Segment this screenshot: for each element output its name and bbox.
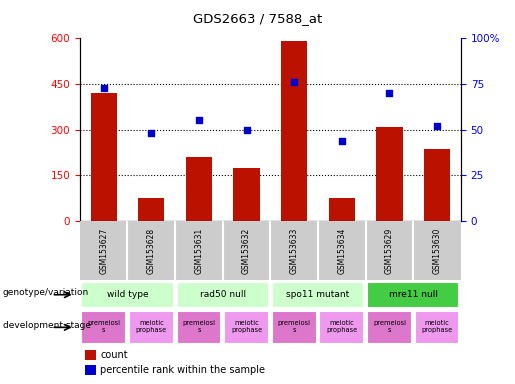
Point <box>147 130 156 136</box>
Text: percentile rank within the sample: percentile rank within the sample <box>100 366 265 376</box>
Bar <box>186 157 212 221</box>
Text: rad50 null: rad50 null <box>200 290 246 299</box>
Bar <box>367 311 412 344</box>
Bar <box>272 311 317 344</box>
Text: GSM153630: GSM153630 <box>433 227 441 274</box>
Text: meiotic
prophase: meiotic prophase <box>326 320 357 333</box>
Bar <box>376 127 403 221</box>
Bar <box>224 311 269 344</box>
Text: premeiosi
s: premeiosi s <box>182 320 215 333</box>
Text: GSM153627: GSM153627 <box>99 227 108 274</box>
Bar <box>91 93 117 221</box>
Text: GDS2663 / 7588_at: GDS2663 / 7588_at <box>193 12 322 25</box>
Text: GSM153632: GSM153632 <box>242 227 251 274</box>
Text: GSM153634: GSM153634 <box>337 227 346 274</box>
Text: genotype/variation: genotype/variation <box>3 288 89 297</box>
Point <box>290 79 298 85</box>
Text: GSM153629: GSM153629 <box>385 227 394 274</box>
Text: premeiosi
s: premeiosi s <box>278 320 311 333</box>
Bar <box>233 167 260 221</box>
Point <box>99 84 108 91</box>
Text: GSM153628: GSM153628 <box>147 227 156 274</box>
Text: premeiosi
s: premeiosi s <box>87 320 120 333</box>
Bar <box>272 282 364 308</box>
Bar <box>129 311 174 344</box>
Text: GSM153631: GSM153631 <box>195 227 203 274</box>
Point <box>195 118 203 124</box>
Point <box>385 90 393 96</box>
Text: meiotic
prophase: meiotic prophase <box>231 320 262 333</box>
Bar <box>177 311 221 344</box>
Bar <box>81 282 174 308</box>
Bar <box>138 198 164 221</box>
Bar <box>367 282 459 308</box>
Point <box>338 137 346 144</box>
Bar <box>177 282 269 308</box>
Bar <box>281 41 307 221</box>
Text: premeiosi
s: premeiosi s <box>373 320 406 333</box>
Text: GSM153633: GSM153633 <box>290 227 299 274</box>
Text: count: count <box>100 350 128 360</box>
Text: wild type: wild type <box>107 290 148 299</box>
Bar <box>81 311 126 344</box>
Bar <box>329 198 355 221</box>
Text: meiotic
prophase: meiotic prophase <box>421 320 453 333</box>
Point <box>243 126 251 132</box>
Bar <box>415 311 459 344</box>
Bar <box>424 149 450 221</box>
Text: spo11 mutant: spo11 mutant <box>286 290 350 299</box>
Text: development stage: development stage <box>3 321 91 330</box>
Text: mre11 null: mre11 null <box>389 290 438 299</box>
Text: meiotic
prophase: meiotic prophase <box>135 320 167 333</box>
Point <box>433 123 441 129</box>
Bar <box>319 311 364 344</box>
